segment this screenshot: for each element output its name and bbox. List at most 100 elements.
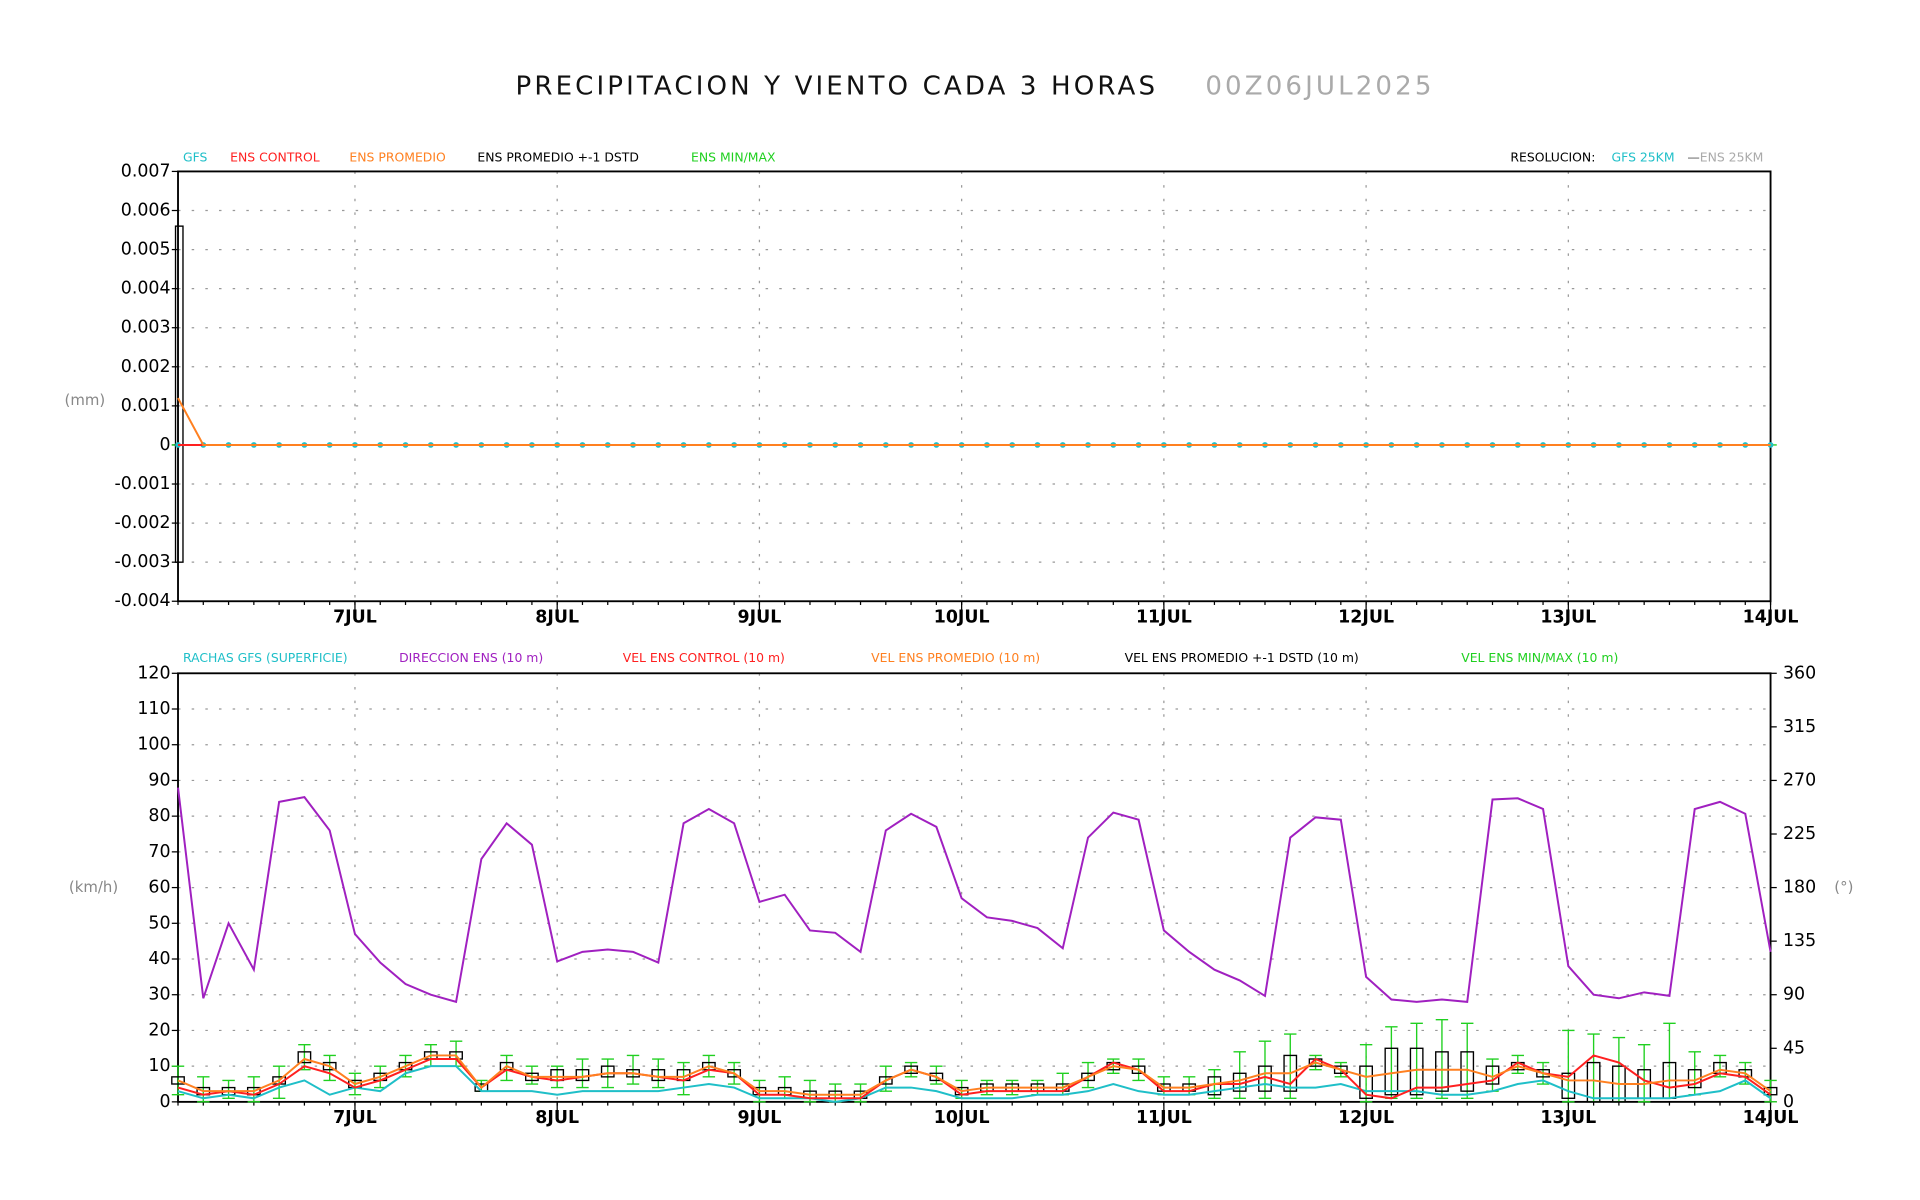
min-max-whisker	[1562, 1029, 1575, 1103]
y-tick-label: 120	[137, 663, 170, 683]
min-max-whisker	[1385, 1026, 1398, 1099]
resolution-gfs: GFS 25KM	[1612, 149, 1675, 164]
x-tick-label: 11JUL	[1136, 607, 1192, 627]
legend-entry: VEL ENS CONTROL (10 m)	[623, 650, 785, 665]
title: PRECIPITACION Y VIENTO CADA 3 HORAS	[516, 71, 1159, 101]
y-tick-label: 0.001	[121, 396, 171, 416]
x-tick-label: 9JUL	[738, 607, 782, 627]
y2-tick-label: 315	[1783, 717, 1816, 737]
y2-tick-label: 90	[1783, 985, 1805, 1005]
y-tick-label: 90	[148, 770, 170, 790]
legend-entry: ENS CONTROL	[230, 149, 320, 164]
x-tick-label: 11JUL	[1136, 1108, 1192, 1128]
series-line	[177, 1054, 1772, 1096]
y-tick-label: 20	[148, 1020, 170, 1040]
std-box	[1333, 1065, 1348, 1074]
min-max-whisker	[1435, 1019, 1449, 1099]
y-tick-label: 50	[148, 913, 170, 933]
legend-entry: VEL ENS MIN/MAX (10 m)	[1461, 650, 1618, 665]
series-line	[177, 1065, 1772, 1103]
x-tick-label: 13JUL	[1540, 1108, 1596, 1128]
min-max-whisker	[323, 1054, 336, 1082]
plot-frame	[177, 170, 1772, 603]
std-box	[174, 225, 184, 563]
y-axis-label: (km/h)	[69, 878, 118, 896]
y-tick-label: 0.007	[121, 161, 171, 181]
y-tick-label: -0.002	[115, 513, 171, 533]
resolution-label: RESOLUCION:	[1510, 149, 1595, 164]
min-max-whisker	[1410, 1022, 1423, 1099]
y-tick-label: 0.002	[121, 357, 171, 377]
y2-tick-label: 225	[1783, 824, 1816, 844]
x-tick-label: 10JUL	[934, 607, 990, 627]
y-tick-label: 80	[148, 806, 170, 826]
series-line	[177, 787, 1772, 1004]
legend-entry: RACHAS GFS (SUPERFICIE)	[183, 650, 348, 665]
min-max-whisker	[1359, 1044, 1373, 1103]
legend-entry: DIRECCION ENS (10 m)	[399, 650, 543, 665]
y2-tick-label: 45	[1783, 1038, 1805, 1058]
y-tick-label: 0.006	[121, 201, 171, 221]
std-box	[297, 1051, 312, 1064]
legend-entry: ENS PROMEDIO +-1 DSTD	[477, 149, 639, 164]
std-box	[904, 1065, 918, 1074]
legend-entry: ENS PROMEDIO	[349, 149, 446, 164]
min-max-whisker	[272, 1065, 286, 1099]
min-max-whisker	[1688, 1051, 1701, 1096]
y-tick-label: 110	[137, 699, 170, 719]
min-max-whisker	[1258, 1040, 1272, 1099]
std-box	[1561, 1072, 1576, 1099]
x-tick-label: 7JUL	[333, 1108, 377, 1128]
std-box	[878, 1076, 893, 1085]
min-max-whisker	[576, 1058, 589, 1089]
legend-entry: ENS MIN/MAX	[691, 149, 776, 164]
legend-entry: VEL ENS PROMEDIO (10 m)	[871, 650, 1040, 665]
std-box	[600, 1065, 615, 1078]
std-box	[929, 1072, 944, 1082]
min-max-whisker	[1637, 1044, 1651, 1103]
x-tick-label: 9JUL	[738, 1108, 782, 1128]
y-tick-label: 0.005	[121, 240, 171, 260]
plot-frame	[177, 672, 1772, 1103]
y2-tick-label: 180	[1783, 878, 1816, 898]
x-tick-label: 10JUL	[934, 1108, 990, 1128]
min-max-whisker	[1081, 1061, 1095, 1089]
y-tick-label: 0.003	[121, 318, 171, 338]
y-axis-label: (mm)	[65, 391, 106, 409]
y2-axis-label: (°)	[1834, 878, 1853, 896]
y-tick-label: -0.004	[115, 591, 171, 611]
x-tick-label: 8JUL	[535, 1108, 579, 1128]
x-tick-label: 12JUL	[1338, 607, 1394, 627]
std-box	[171, 1076, 185, 1085]
series-line	[177, 397, 1771, 446]
y-tick-label: 0	[159, 435, 170, 455]
std-box	[322, 1061, 337, 1071]
std-box	[1435, 1051, 1449, 1092]
y-tick-label: 100	[137, 735, 170, 755]
x-tick-label: 13JUL	[1540, 607, 1596, 627]
std-box	[1081, 1072, 1095, 1082]
y2-tick-label: 360	[1783, 663, 1816, 683]
run-date: 00Z06JUL2025	[1205, 71, 1434, 101]
y-tick-label: -0.001	[115, 474, 171, 494]
y-tick-label: 30	[148, 985, 170, 1005]
min-max-whisker	[1587, 1033, 1600, 1103]
x-tick-label: 14JUL	[1743, 607, 1799, 627]
resolution-ens: ENS 25KM	[1700, 149, 1764, 164]
y-tick-label: 40	[148, 949, 170, 969]
min-max-whisker	[677, 1061, 690, 1096]
y2-tick-label: 270	[1783, 770, 1816, 790]
y-tick-label: 70	[148, 842, 170, 862]
y-tick-label: 0	[159, 1092, 170, 1112]
y-tick-label: 60	[148, 878, 170, 898]
x-tick-label: 8JUL	[535, 607, 579, 627]
y-tick-label: 0.004	[121, 279, 171, 299]
min-max-whisker	[652, 1058, 665, 1089]
legend-entry: GFS	[183, 149, 208, 164]
y-tick-label: 10	[148, 1056, 170, 1076]
x-tick-label: 7JUL	[333, 607, 377, 627]
y-tick-label: -0.003	[115, 552, 171, 572]
x-tick-label: 12JUL	[1338, 1108, 1394, 1128]
